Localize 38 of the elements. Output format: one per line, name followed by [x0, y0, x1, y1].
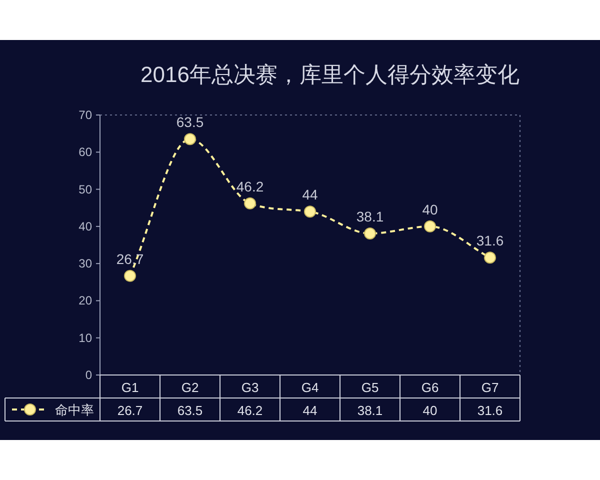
text: 46.2	[237, 403, 263, 418]
x-tick-label: G6	[421, 380, 439, 395]
point	[484, 252, 496, 264]
x-tick-label: G3	[241, 380, 259, 395]
text: 38.1	[357, 403, 383, 418]
text: 63.5	[177, 403, 203, 418]
y-tick-label: 0	[85, 368, 92, 382]
y-tick-label: 40	[78, 219, 92, 234]
data-label: 63.5	[176, 114, 204, 130]
point	[424, 220, 436, 232]
point	[364, 227, 376, 240]
data-label: 46.2	[236, 178, 264, 194]
data-label: 44	[302, 186, 318, 203]
point	[244, 197, 256, 210]
legend-label: 命中率	[55, 402, 94, 418]
text: 26.7	[117, 403, 143, 418]
chart-title: 2016年总决赛，库里个人得分效率变化	[140, 62, 520, 87]
text: 40	[422, 403, 438, 418]
y-tick-label: 10	[78, 330, 92, 345]
text: 31.6	[477, 403, 503, 418]
data-label: 40	[422, 201, 438, 218]
data-label: 31.6	[476, 232, 504, 249]
y-tick-label: 30	[78, 256, 92, 271]
point	[184, 133, 196, 146]
x-tick-label: G1	[121, 380, 139, 395]
text: 44	[302, 403, 318, 418]
x-tick-label: G2	[181, 380, 199, 395]
data-label: 26.7	[116, 250, 144, 267]
data-label: 38.1	[356, 208, 384, 224]
x-tick-label: G4	[301, 380, 319, 395]
y-tick-label: 20	[78, 294, 92, 308]
x-tick-label: G5	[361, 380, 379, 395]
y-tick-label: 50	[78, 182, 92, 196]
point	[124, 270, 136, 282]
point	[304, 206, 316, 218]
y-tick-label: 70	[78, 108, 92, 122]
x-tick-label: G7	[481, 380, 499, 395]
y-tick-label: 60	[78, 145, 92, 160]
